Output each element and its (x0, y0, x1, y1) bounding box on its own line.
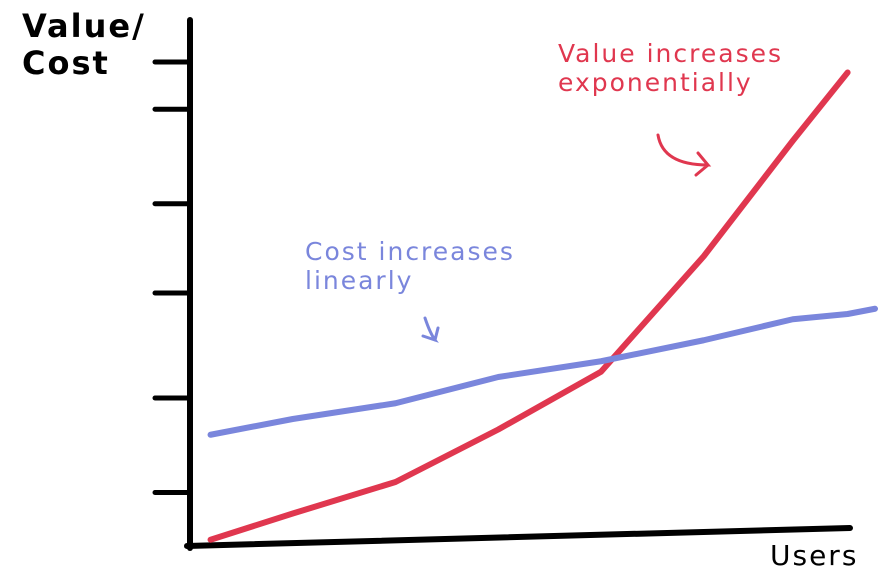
y-axis-label: Value/ Cost (22, 7, 146, 82)
arrow (421, 316, 440, 343)
annotation: Value increases exponentially (558, 39, 783, 97)
arrow (656, 133, 712, 177)
line (207, 69, 851, 543)
x-axis (184, 525, 853, 549)
annotation: Cost increases linearly (305, 237, 515, 295)
line (207, 305, 878, 438)
x-axis-label: Users (770, 539, 859, 572)
